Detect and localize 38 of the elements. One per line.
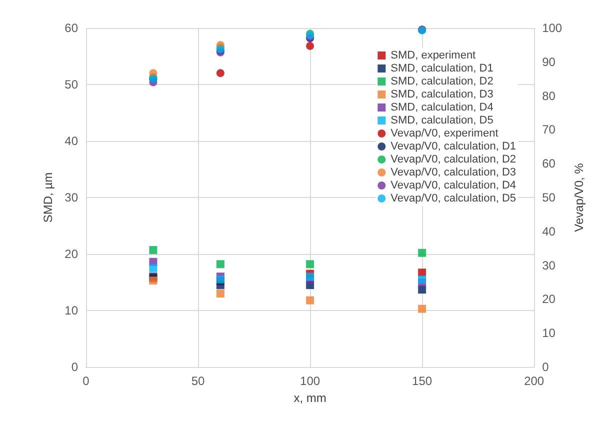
legend-label: SMD, experiment: [390, 50, 476, 62]
y-tick-label: 50: [64, 78, 78, 92]
x-axis-title: x, mm: [294, 390, 326, 405]
y-tick-label: 10: [64, 304, 78, 318]
legend-label: Vevap/V0, calculation, D3: [390, 166, 516, 178]
y2-tick-label: 90: [542, 54, 556, 69]
y-tick-label: 20: [64, 247, 78, 261]
y2-tick-label: 70: [542, 122, 556, 137]
x-tick-label: 0: [82, 374, 90, 388]
y2-axis-title: Vevap/V0, %: [572, 162, 586, 232]
x-tick-label: 50: [191, 374, 206, 388]
y-tick-label: 60: [64, 21, 78, 35]
y-tick-label: 0: [71, 360, 78, 374]
x-tick-label: 150: [412, 374, 432, 388]
y2-tick-label: 40: [542, 224, 556, 238]
y2-tick-label: 100: [542, 21, 562, 35]
x-tick-label: 100: [300, 374, 320, 388]
y-tick-label: 30: [64, 190, 78, 204]
y2-tick-label: 20: [542, 292, 556, 306]
legend-label: Vevap/V0, calculation, D5: [390, 192, 516, 204]
legend-label: Vevap/V0, calculation, D4: [390, 180, 516, 192]
y-axis-title: SMD, µm: [40, 172, 55, 223]
y2-tick-label: 30: [542, 258, 556, 272]
legend-label: Vevap/V0, experiment: [390, 128, 498, 140]
y2-tick-label: 0: [542, 360, 550, 374]
legend-label: SMD, calculation, D5: [390, 114, 494, 126]
y-tick-label: 40: [64, 134, 78, 148]
legend-label: Vevap/V0, calculation, D2: [390, 154, 516, 166]
legend-label: SMD, calculation, D1: [390, 62, 494, 74]
y2-tick-label: 80: [542, 88, 556, 103]
legend-label: SMD, calculation, D4: [390, 102, 494, 114]
y2-tick-label: 60: [542, 156, 556, 171]
y2-tick-label: 50: [542, 190, 556, 204]
legend-label: Vevap/V0, calculation, D1: [390, 140, 516, 152]
x-tick-label: 200: [524, 374, 544, 388]
legend-label: SMD, calculation, D3: [390, 88, 494, 100]
y2-tick-label: 10: [542, 326, 556, 340]
legend-label: SMD, calculation, D2: [390, 76, 494, 88]
